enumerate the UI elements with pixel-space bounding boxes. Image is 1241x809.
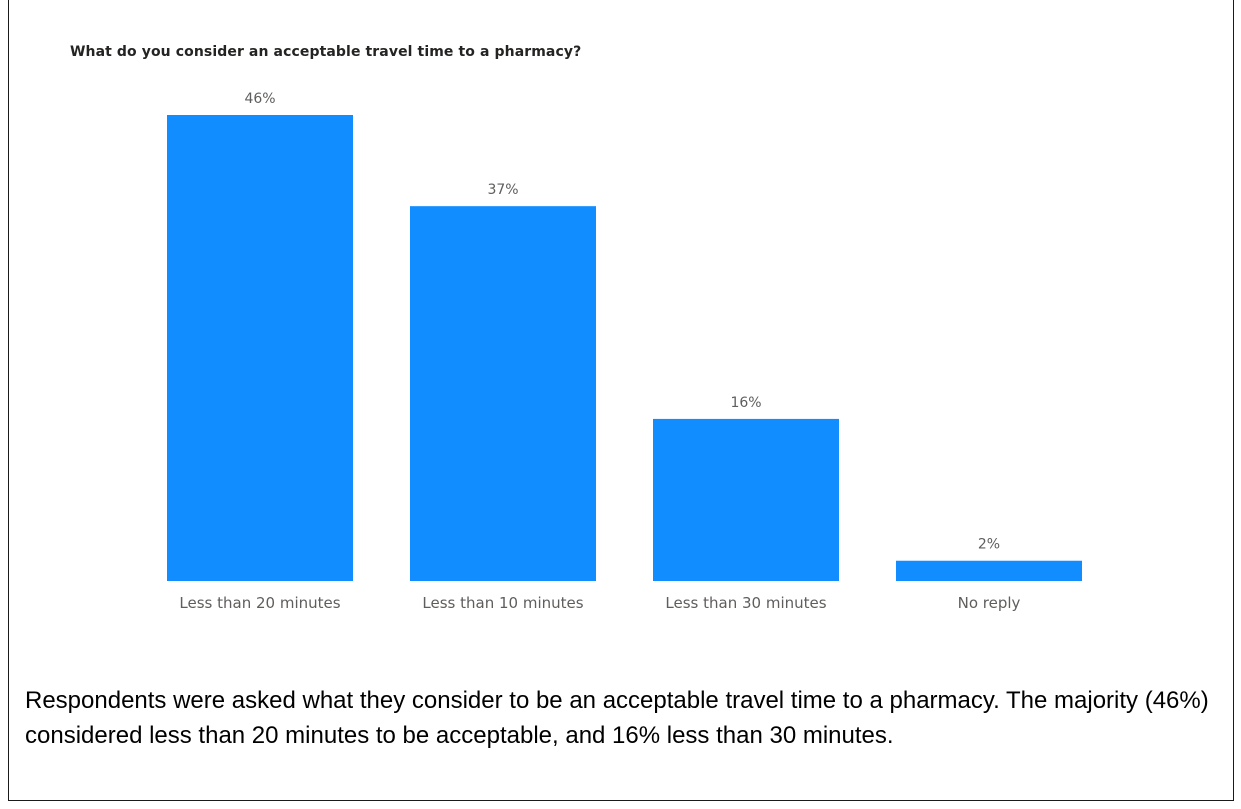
data-label: 46% xyxy=(244,91,275,107)
data-label: 16% xyxy=(730,395,761,411)
category-label: Less than 30 minutes xyxy=(665,594,826,612)
category-label: No reply xyxy=(958,594,1021,612)
bar xyxy=(896,560,1082,581)
bar xyxy=(653,418,839,581)
figure-frame xyxy=(8,0,1234,801)
data-label: 37% xyxy=(487,182,518,198)
data-label: 2% xyxy=(978,537,1000,553)
bar xyxy=(410,206,596,581)
category-label: Less than 20 minutes xyxy=(179,594,340,612)
chart-title: What do you consider an acceptable trave… xyxy=(70,44,582,60)
bar xyxy=(167,115,353,581)
figure-caption: Respondents were asked what they conside… xyxy=(25,687,1209,749)
bar-chart: 46% Less than 20 minutes 37% Less than 10 m… xyxy=(167,91,1082,612)
category-label: Less than 10 minutes xyxy=(422,594,583,612)
